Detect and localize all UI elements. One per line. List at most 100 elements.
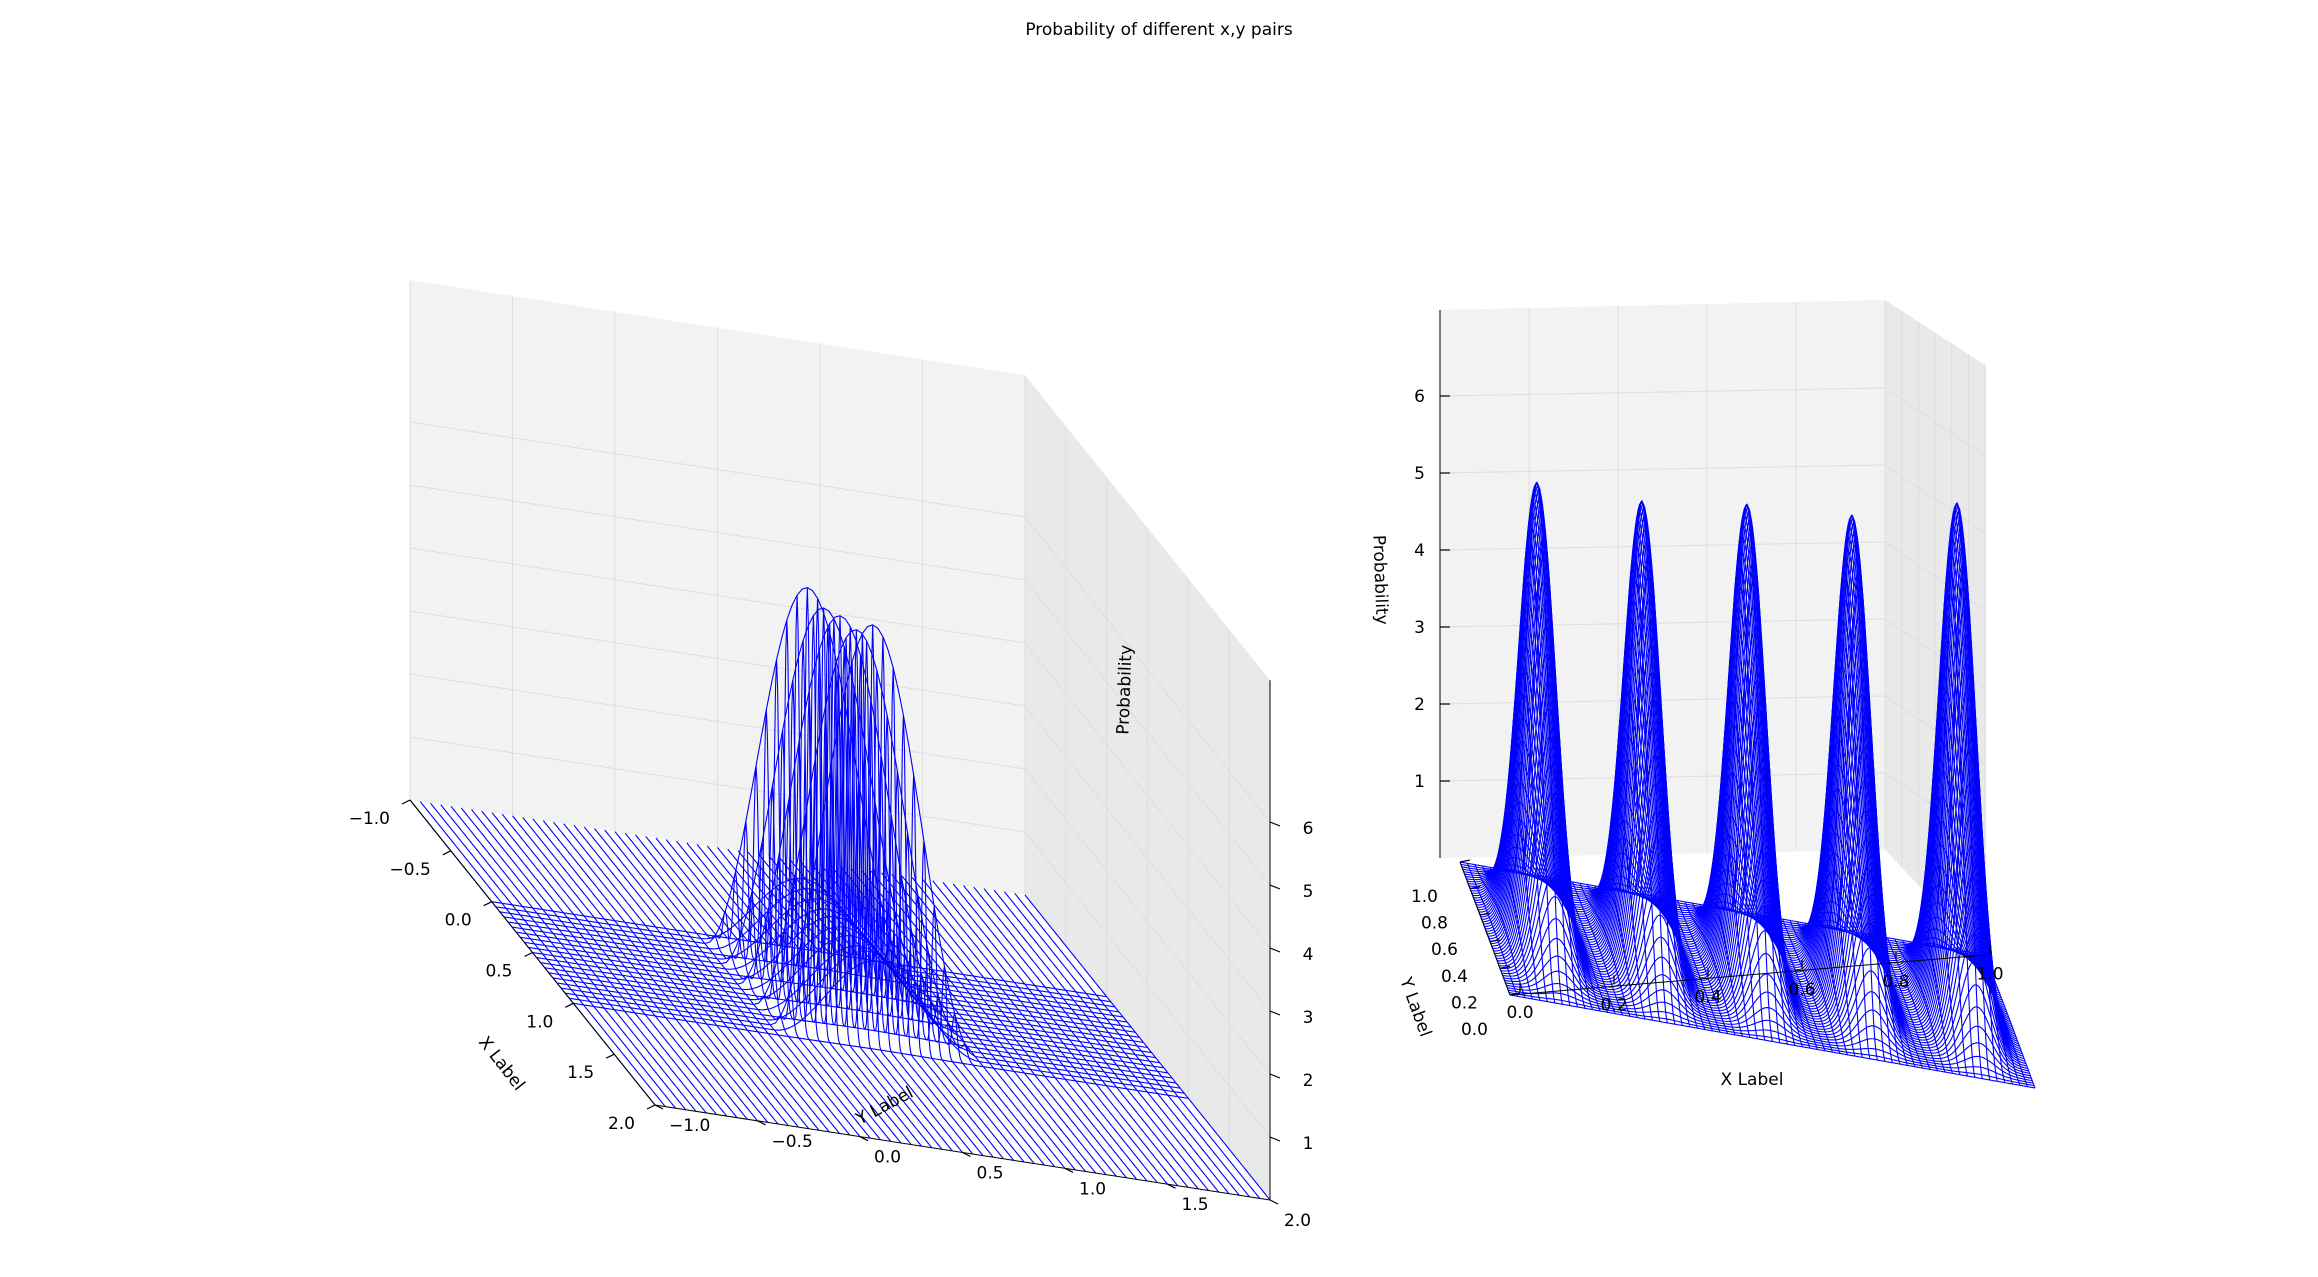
right-wire-line xyxy=(1714,559,1766,1041)
left-wire-line xyxy=(556,982,1173,1079)
right-wire-line xyxy=(1969,952,2021,1086)
right-wire-line xyxy=(1706,691,1759,1040)
right-wire-line xyxy=(1894,938,1946,1073)
right-wire-line xyxy=(1661,897,1714,1032)
right-wire-line xyxy=(1789,920,1841,1054)
right-wire-line xyxy=(1684,901,1736,1036)
left-wire-line xyxy=(520,908,1136,1033)
right-z-tick-label: 3 xyxy=(1414,618,1425,638)
right-wire-line xyxy=(1961,946,2014,1085)
right-wire-line xyxy=(1669,899,1721,1033)
left-x-tick xyxy=(605,1053,615,1059)
left-x-tick xyxy=(565,1002,574,1008)
left-y-tick-label: 2.0 xyxy=(1284,1211,1311,1231)
left-z-tick xyxy=(1269,1010,1281,1016)
left-y-tick-label: −1.0 xyxy=(669,1116,710,1136)
left-wire-line xyxy=(560,950,1177,1084)
left-z-tick-label: 2 xyxy=(1303,1071,1314,1091)
right-wire-line xyxy=(1571,881,1624,1016)
left-y-tick xyxy=(1269,1199,1279,1205)
left-z-tick-label: 6 xyxy=(1303,819,1314,839)
right-wire-line xyxy=(1639,815,1691,1028)
right-y-tick xyxy=(1469,886,1481,890)
right-wire-line xyxy=(1624,557,1676,1025)
left-z-tick xyxy=(1269,1136,1281,1142)
right-x-axis-label: X Label xyxy=(1721,1070,1784,1090)
right-y-tick xyxy=(1509,992,1521,996)
right-y-axis-label: Y Label xyxy=(1395,974,1435,1040)
right-z-axis-label: Probability xyxy=(1368,535,1391,626)
right-wire-line xyxy=(1924,563,1976,1078)
left-grid-line xyxy=(409,547,1271,949)
right-x-axis xyxy=(1509,954,1986,996)
right-wire-line xyxy=(1722,503,1774,1042)
left-wire-line xyxy=(499,587,1115,1008)
right-y-tick xyxy=(1479,912,1491,916)
right-z-tick-label: 6 xyxy=(1414,387,1425,407)
right-wire-line xyxy=(1834,574,1886,1062)
right-wire-line xyxy=(1796,920,1849,1055)
left-z-tick-label: 4 xyxy=(1303,945,1314,965)
right-wire-line xyxy=(1856,930,1909,1066)
figure-title: Probability of different x,y pairs xyxy=(1025,20,1293,40)
left-z-tick xyxy=(1269,884,1281,890)
left-x-tick-label: −0.5 xyxy=(390,860,431,880)
right-wire-line xyxy=(1586,884,1639,1018)
right-wire-line xyxy=(1676,900,1729,1034)
right-wire-line xyxy=(1474,864,1526,998)
left-z-tick-label: 3 xyxy=(1303,1008,1314,1028)
left-wire-line xyxy=(536,926,1152,1054)
left-wire-line xyxy=(495,877,1111,1003)
left-x-tick-label: 0.5 xyxy=(485,962,512,982)
right-wire-line xyxy=(1909,847,1961,1075)
right-y-tick-label: 0.8 xyxy=(1421,914,1448,934)
right-wire-line xyxy=(1729,562,1781,1043)
right-wire-line xyxy=(1549,877,1601,1012)
right-wire-line xyxy=(1781,918,1834,1053)
left-wire-line xyxy=(511,898,1128,1023)
right-wire-line xyxy=(1489,789,1541,1001)
right-x-tick-label: 0.6 xyxy=(1788,980,1815,1000)
right-surface-plot: 1 2 3 4 5 6 0.0 0.2 0.4 0.6 0.8 1.0 0.0 0.2 0.4 0.6 0.8 1… xyxy=(1368,300,2036,1090)
left-surface-plot: −1.0 −0.5 0.0 0.5 1.0 1.5 2.0 −1.0 −0.5 0.0 0.5 1.0… xyxy=(349,280,1314,1231)
left-x-tick-label: 0.0 xyxy=(445,911,472,931)
right-wire-line xyxy=(1901,935,1954,1074)
left-wire-line xyxy=(548,629,1164,1069)
right-wire-line xyxy=(1564,880,1616,1014)
right-wire-line xyxy=(1879,936,1931,1070)
left-wire-line xyxy=(573,1002,1189,1099)
right-y-tick-label: 0.6 xyxy=(1431,940,1458,960)
left-wire-line xyxy=(491,901,1107,998)
right-wire-line xyxy=(1976,953,2029,1087)
right-y-tick-label: 0.4 xyxy=(1441,967,1468,987)
right-wire-line xyxy=(1594,807,1646,1020)
right-z-tick-label: 4 xyxy=(1414,541,1425,561)
left-grid-line xyxy=(409,610,1271,1012)
left-x-tick xyxy=(401,799,411,805)
left-x-tick-label: 1.5 xyxy=(567,1063,594,1083)
right-wire-line xyxy=(1556,879,1609,1013)
right-z-tick-label: 2 xyxy=(1414,695,1425,715)
right-wire-line xyxy=(1736,696,1789,1045)
left-floor-axis xyxy=(409,799,1271,1201)
right-wire-line xyxy=(1519,538,1571,1006)
right-x-tick-label: 0.2 xyxy=(1600,995,1627,1015)
right-wire-line xyxy=(1691,902,1744,1037)
left-x-tick xyxy=(646,1104,656,1110)
right-y-tick-label: 1.0 xyxy=(1411,887,1438,907)
right-wire-line xyxy=(1601,681,1654,1021)
left-z-tick-label: 1 xyxy=(1303,1134,1314,1154)
right-x-tick-label: 0.4 xyxy=(1694,988,1721,1008)
right-wire-line xyxy=(1827,514,1879,1061)
left-x-tick xyxy=(442,850,452,856)
right-wire-line xyxy=(1526,668,1579,1008)
right-wire-line xyxy=(1759,914,1811,1049)
left-wire-line xyxy=(552,945,1169,1074)
right-wire-line xyxy=(1512,481,1564,1005)
right-wire-line xyxy=(1496,662,1549,1002)
right-wire-line xyxy=(1917,705,1969,1077)
right-wire-line xyxy=(1766,916,1819,1050)
left-wire-line xyxy=(516,607,1132,1028)
left-wire-line xyxy=(532,615,1148,1049)
